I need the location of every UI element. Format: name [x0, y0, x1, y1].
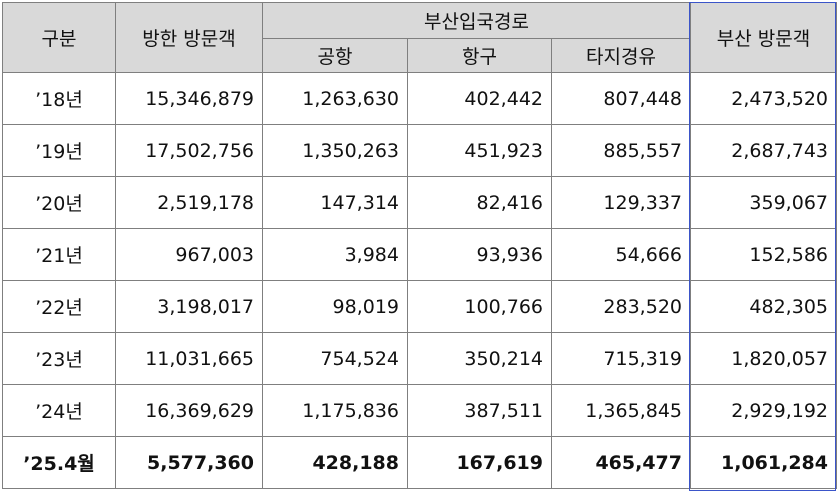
value-cell: 5,577,360 — [115, 436, 263, 489]
value-cell: 1,175,836 — [262, 384, 408, 437]
table-row: ’24년 16,369,629 1,175,836 387,511 1,365,845 2… — [2, 384, 837, 437]
row-label: ’18년 — [2, 72, 116, 125]
value-cell: 754,524 — [262, 332, 408, 385]
value-cell: 147,314 — [262, 176, 408, 229]
table-row: ’22년 3,198,017 98,019 100,766 283,520 482,305 — [2, 280, 837, 333]
value-cell: 1,365,845 — [551, 384, 691, 437]
data-table: 구분 방한 방문객 부산입국경로 부산 방문객 공항 항구 타지경유 ’18년 1… — [2, 2, 837, 489]
value-cell: 3,198,017 — [115, 280, 263, 333]
value-cell: 129,337 — [551, 176, 691, 229]
row-label: ’22년 — [2, 280, 116, 333]
value-cell: 350,214 — [407, 332, 552, 385]
header-cell: 타지경유 — [551, 38, 691, 73]
value-cell: 100,766 — [407, 280, 552, 333]
value-cell: 1,263,630 — [262, 72, 408, 125]
value-cell: 715,319 — [551, 332, 691, 385]
value-cell: 283,520 — [551, 280, 691, 333]
value-cell: 451,923 — [407, 124, 552, 177]
header-cell: 부산 방문객 — [690, 2, 837, 73]
row-label: ’20년 — [2, 176, 116, 229]
table-row: ’21년 967,003 3,984 93,936 54,666 152,586 — [2, 228, 837, 281]
value-cell: 807,448 — [551, 72, 691, 125]
value-cell: 465,477 — [551, 436, 691, 489]
value-cell: 11,031,665 — [115, 332, 263, 385]
table-row: ’19년 17,502,756 1,350,263 451,923 885,557 2,6… — [2, 124, 837, 177]
header-cell: 방한 방문객 — [115, 2, 263, 73]
value-cell: 1,820,057 — [690, 332, 837, 385]
header-cell: 구분 — [2, 2, 116, 73]
row-label: ’23년 — [2, 332, 116, 385]
row-label: ’24년 — [2, 384, 116, 437]
table-row: ’18년 15,346,879 1,263,630 402,442 807,448 2,4… — [2, 72, 837, 125]
header-cell: 항구 — [407, 38, 552, 73]
value-cell: 402,442 — [407, 72, 552, 125]
value-cell: 3,984 — [262, 228, 408, 281]
value-cell: 152,586 — [690, 228, 837, 281]
value-cell: 16,369,629 — [115, 384, 263, 437]
value-cell: 885,557 — [551, 124, 691, 177]
value-cell: 967,003 — [115, 228, 263, 281]
value-cell: 359,067 — [690, 176, 837, 229]
value-cell: 93,936 — [407, 228, 552, 281]
table-body: ’18년 15,346,879 1,263,630 402,442 807,448 2,4… — [2, 72, 837, 489]
row-label: ’25.4월 — [2, 436, 116, 489]
value-cell: 2,687,743 — [690, 124, 837, 177]
value-cell: 17,502,756 — [115, 124, 263, 177]
header-cell: 공항 — [262, 38, 408, 73]
value-cell: 98,019 — [262, 280, 408, 333]
row-label: ’19년 — [2, 124, 116, 177]
table-row: ’25.4월 5,577,360 428,188 167,619 465,477 1,06… — [2, 436, 837, 489]
value-cell: 1,350,263 — [262, 124, 408, 177]
value-cell: 2,473,520 — [690, 72, 837, 125]
value-cell: 482,305 — [690, 280, 837, 333]
value-cell: 15,346,879 — [115, 72, 263, 125]
header-cell: 부산입국경로 — [262, 2, 691, 39]
value-cell: 167,619 — [407, 436, 552, 489]
table-row: ’23년 11,031,665 754,524 350,214 715,319 1,820… — [2, 332, 837, 385]
value-cell: 82,416 — [407, 176, 552, 229]
row-label: ’21년 — [2, 228, 116, 281]
value-cell: 2,929,192 — [690, 384, 837, 437]
value-cell: 1,061,284 — [690, 436, 837, 489]
value-cell: 387,511 — [407, 384, 552, 437]
value-cell: 54,666 — [551, 228, 691, 281]
value-cell: 2,519,178 — [115, 176, 263, 229]
table-row: ’20년 2,519,178 147,314 82,416 129,337 359,067 — [2, 176, 837, 229]
value-cell: 428,188 — [262, 436, 408, 489]
